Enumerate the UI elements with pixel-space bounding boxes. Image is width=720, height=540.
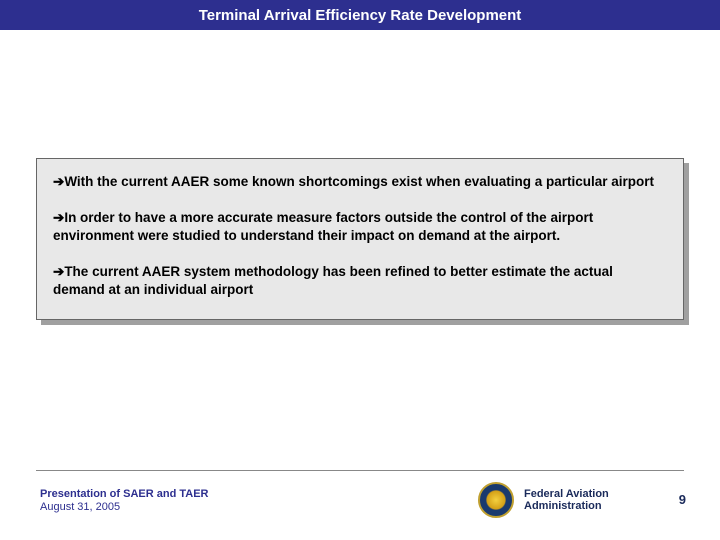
bullet-item: ➔With the current AAER some known shortc… bbox=[53, 173, 667, 191]
bullet-item: ➔In order to have a more accurate measur… bbox=[53, 209, 667, 245]
org-name: Federal Aviation Administration bbox=[524, 488, 609, 512]
org-line1: Federal Aviation bbox=[524, 488, 609, 500]
org-line2: Administration bbox=[524, 500, 609, 512]
faa-logo-icon bbox=[478, 482, 514, 518]
bullet-content: The current AAER system methodology has … bbox=[53, 264, 613, 297]
content-area: ➔With the current AAER some known shortc… bbox=[36, 158, 684, 320]
content-box: ➔With the current AAER some known shortc… bbox=[36, 158, 684, 320]
bullet-text: ➔With the current AAER some known shortc… bbox=[53, 174, 654, 189]
bullet-content: In order to have a more accurate measure… bbox=[53, 210, 593, 243]
page-number: 9 bbox=[679, 492, 686, 507]
footer-center: Federal Aviation Administration bbox=[478, 482, 609, 518]
arrow-icon: ➔ bbox=[53, 210, 64, 225]
bullet-content: With the current AAER some known shortco… bbox=[64, 174, 654, 189]
arrow-icon: ➔ bbox=[53, 264, 64, 279]
bullet-text: ➔The current AAER system methodology has… bbox=[53, 264, 613, 297]
presentation-title: Presentation of SAER and TAER bbox=[40, 488, 208, 500]
footer-divider bbox=[36, 470, 684, 471]
arrow-icon: ➔ bbox=[53, 174, 64, 189]
bullet-item: ➔The current AAER system methodology has… bbox=[53, 263, 667, 299]
footer-left: Presentation of SAER and TAER August 31,… bbox=[40, 488, 208, 513]
footer: Presentation of SAER and TAER August 31,… bbox=[0, 470, 720, 540]
bullet-text: ➔In order to have a more accurate measur… bbox=[53, 210, 593, 243]
presentation-date: August 31, 2005 bbox=[40, 501, 208, 513]
slide-title: Terminal Arrival Efficiency Rate Develop… bbox=[199, 7, 522, 24]
title-bar: Terminal Arrival Efficiency Rate Develop… bbox=[0, 0, 720, 30]
